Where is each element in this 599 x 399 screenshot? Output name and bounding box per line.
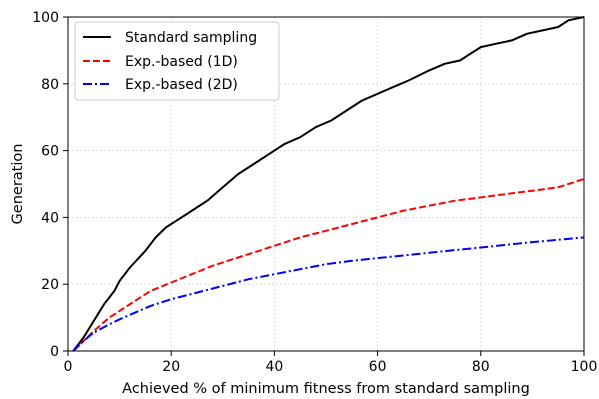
legend: Standard sampling Exp.-based (1D) Exp.-b… [74, 21, 280, 101]
y-tick-label: 100 [32, 10, 59, 26]
legend-label-2d: Exp.-based (2D) [125, 77, 238, 93]
x-tick-label: 100 [571, 359, 598, 375]
tick-labels: 0 20 40 60 80 100 0 20 40 60 80 100 [32, 10, 597, 375]
y-tick-label: 60 [41, 144, 59, 160]
x-tick-label: 60 [369, 359, 387, 375]
series-line-1 [72, 178, 585, 352]
y-tick-label: 80 [41, 77, 59, 93]
x-tick-label: 40 [265, 359, 283, 375]
x-axis-label: Achieved % of minimum fitness from stand… [122, 381, 530, 397]
axes [63, 16, 585, 356]
y-axis-label: Generation [10, 144, 26, 225]
y-tick-label: 40 [41, 210, 59, 226]
y-tick-label: 20 [41, 277, 59, 293]
x-tick-label: 0 [64, 359, 73, 375]
legend-label-1d: Exp.-based (1D) [125, 54, 238, 70]
legend-label-standard: Standard sampling [125, 30, 257, 46]
series-line-2 [72, 236, 585, 352]
x-tick-label: 20 [162, 359, 180, 375]
x-tick-label: 80 [472, 359, 490, 375]
y-tick-label: 0 [50, 344, 59, 360]
series-lines [72, 16, 585, 352]
legend-frame [74, 21, 280, 101]
plot-frame [67, 16, 585, 352]
series-line-0 [72, 16, 585, 352]
